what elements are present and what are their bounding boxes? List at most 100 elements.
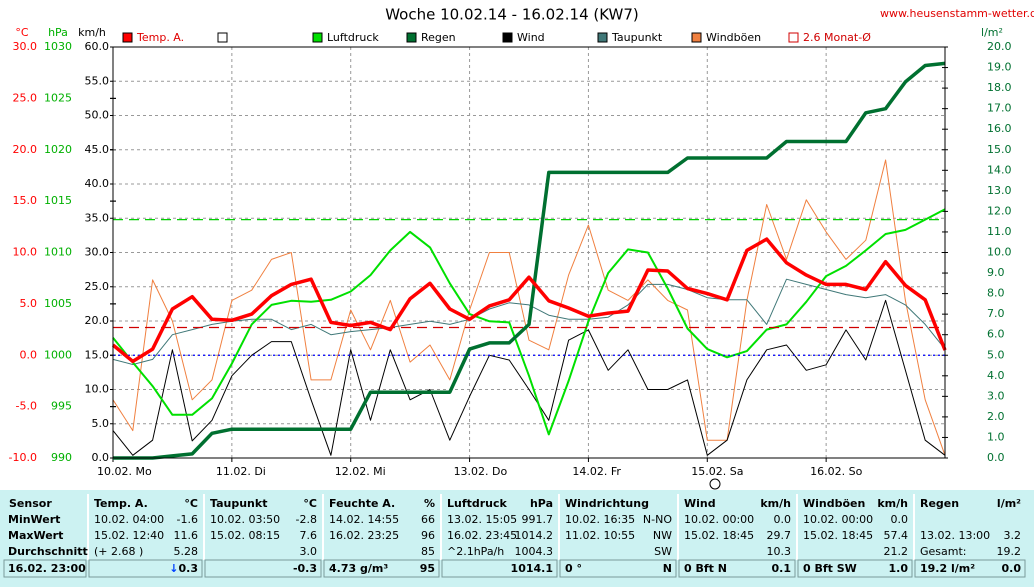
- y-tick-label: 45.0: [85, 143, 110, 156]
- cell-value: 991.7: [522, 513, 554, 526]
- y-tick-label: 25.0: [13, 91, 38, 104]
- cell-value: -2.8: [296, 513, 317, 526]
- y-tick-label: 5.0: [987, 348, 1005, 361]
- column-title: Windböen: [803, 497, 865, 510]
- cell-number: 96: [421, 529, 435, 542]
- x-tick-label: 11.02. Di: [216, 465, 266, 478]
- y-tick-label: 990: [51, 451, 72, 464]
- y-tick-label: 12.0: [987, 204, 1012, 217]
- y-tick-label: 20.0: [85, 314, 110, 327]
- y-tick-label: 0.0: [987, 451, 1005, 464]
- cell-number: NW: [653, 529, 672, 542]
- cell-number: 95: [420, 562, 435, 575]
- cell-value: 1014.1: [511, 562, 553, 575]
- cell-text: 0 Bft N: [684, 562, 727, 575]
- cell-number: -0.3: [293, 562, 317, 575]
- legend-swatch: [312, 32, 323, 43]
- row-label: 16.02. 23:00: [8, 562, 86, 575]
- y-tick-label: 55.0: [85, 74, 110, 87]
- y-tick-label: 20.0: [13, 143, 38, 156]
- y-tick-label: 13.0: [987, 184, 1012, 197]
- y-tick-label: 25.0: [85, 280, 110, 293]
- cell-text: 14.02. 14:55: [329, 513, 399, 526]
- cell-value: ↓0.3: [169, 562, 198, 575]
- series-line: [111, 237, 947, 364]
- legend-label: Luftdruck: [327, 31, 379, 44]
- column-unit: °C: [303, 497, 317, 510]
- row-label: MaxWert: [8, 529, 63, 542]
- column-title: Windrichtung: [565, 497, 649, 510]
- y-tick-label: 19.0: [987, 61, 1012, 74]
- cell-number: 5.28: [174, 545, 199, 558]
- cell-value: 0.0: [774, 513, 792, 526]
- series-line: [112, 278, 946, 365]
- column-unit: hPa: [530, 497, 553, 510]
- y-tick-label: 1005: [44, 297, 72, 310]
- cell-number: 57.4: [884, 529, 909, 542]
- cell-value: -1.6: [177, 513, 198, 526]
- cell-number: 66: [421, 513, 435, 526]
- cell-number: 0.0: [774, 513, 792, 526]
- marker-icon: [709, 478, 721, 490]
- legend-label: Regen: [421, 31, 456, 44]
- y-tick-label: 7.0: [987, 307, 1005, 320]
- cell-value: 0.0: [891, 513, 909, 526]
- cell-number: 0.3: [179, 562, 199, 575]
- y-tick-label: 35.0: [85, 211, 110, 224]
- cell-number: 0.0: [1002, 562, 1022, 575]
- y-tick-label: 40.0: [85, 177, 110, 190]
- axis-unit: l/m²: [981, 26, 1003, 39]
- y-tick-label: 60.0: [85, 40, 110, 53]
- axis-unit: °C: [15, 26, 29, 39]
- y-tick-label: 0.0: [92, 451, 110, 464]
- cell-value: 11.6: [174, 529, 199, 542]
- current-cell: [204, 559, 322, 578]
- cell-number: N-NO: [643, 513, 672, 526]
- y-tick-label: -10.0: [9, 451, 37, 464]
- cell-value: N: [663, 562, 672, 575]
- y-tick-label: 10.0: [13, 246, 38, 259]
- y-tick-label: 15.0: [13, 194, 38, 207]
- cell-text: 10.02. 00:00: [684, 513, 754, 526]
- cell-number: 1014.2: [515, 529, 554, 542]
- trend-arrow: ↓: [169, 562, 178, 575]
- x-tick-label: 16.02. So: [810, 465, 862, 478]
- legend-swatch: [502, 32, 513, 43]
- legend-swatch: [788, 32, 799, 43]
- cell-text: 19.2 l/m²: [920, 562, 975, 575]
- column-unit: km/h: [877, 497, 908, 510]
- cell-number: 19.2: [997, 545, 1022, 558]
- current-cell: [914, 559, 1026, 578]
- row-label: MinWert: [8, 513, 60, 526]
- y-tick-label: 1000: [44, 348, 72, 361]
- cell-number: -1.6: [177, 513, 198, 526]
- y-tick-label: 2.0: [987, 410, 1005, 423]
- y-tick-label: 11.0: [987, 225, 1012, 238]
- y-tick-label: 1010: [44, 246, 72, 259]
- y-tick-label: 16.0: [987, 122, 1012, 135]
- cell-text: 10.02. 16:35: [565, 513, 635, 526]
- cell-text: 15.02. 08:15: [210, 529, 280, 542]
- y-tick-label: 15.0: [85, 348, 110, 361]
- y-tick-label: 6.0: [987, 328, 1005, 341]
- cell-number: 991.7: [522, 513, 554, 526]
- current-cell: [3, 559, 87, 578]
- legend-swatch: [217, 32, 228, 43]
- column-title: Taupunkt: [210, 497, 267, 510]
- column-title: Wind: [684, 497, 716, 510]
- plot-frame: [112, 46, 946, 459]
- y-tick-label: 17.0: [987, 102, 1012, 115]
- cell-number: SW: [654, 545, 672, 558]
- legend-swatch: [597, 32, 608, 43]
- cell-text: 15.02. 12:40: [94, 529, 164, 542]
- cell-value: 1.0: [889, 562, 909, 575]
- legend-label: Wind: [517, 31, 545, 44]
- y-tick-label: 1020: [44, 143, 72, 156]
- cell-text: 10.02. 03:50: [210, 513, 280, 526]
- cell-value: 21.2: [884, 545, 909, 558]
- cell-value: 95: [420, 562, 435, 575]
- y-tick-label: 30.0: [85, 246, 110, 259]
- cell-value: 66: [421, 513, 435, 526]
